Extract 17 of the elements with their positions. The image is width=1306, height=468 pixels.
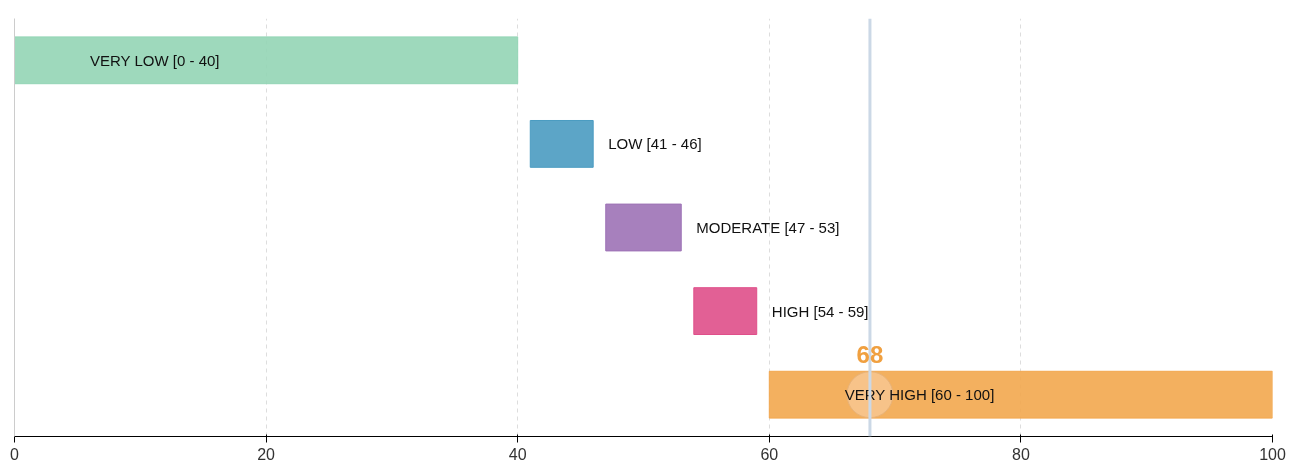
data-label: MODERATE [47 - 53] [696,219,840,236]
x-tick-label: 60 [760,445,779,463]
data-label: VERY LOW [0 - 40] [89,51,220,69]
x-tick-label: 100 [1259,445,1286,463]
x-tick-label: 20 [257,445,276,463]
data-label: VERY HIGH [60 - 100] [844,386,995,404]
bar [768,370,1273,419]
x-tick-label: 0 [10,445,20,463]
x-tick-label: 40 [508,445,527,463]
ref-line-label: 68 [856,340,884,368]
data-label: LOW [41 - 46] [608,135,702,153]
bar [14,36,519,85]
x-tick-label: 80 [1012,445,1030,463]
bar [693,287,758,336]
bar [529,119,594,168]
bar [605,203,682,252]
data-label: HIGH [54 - 59] [771,302,869,320]
